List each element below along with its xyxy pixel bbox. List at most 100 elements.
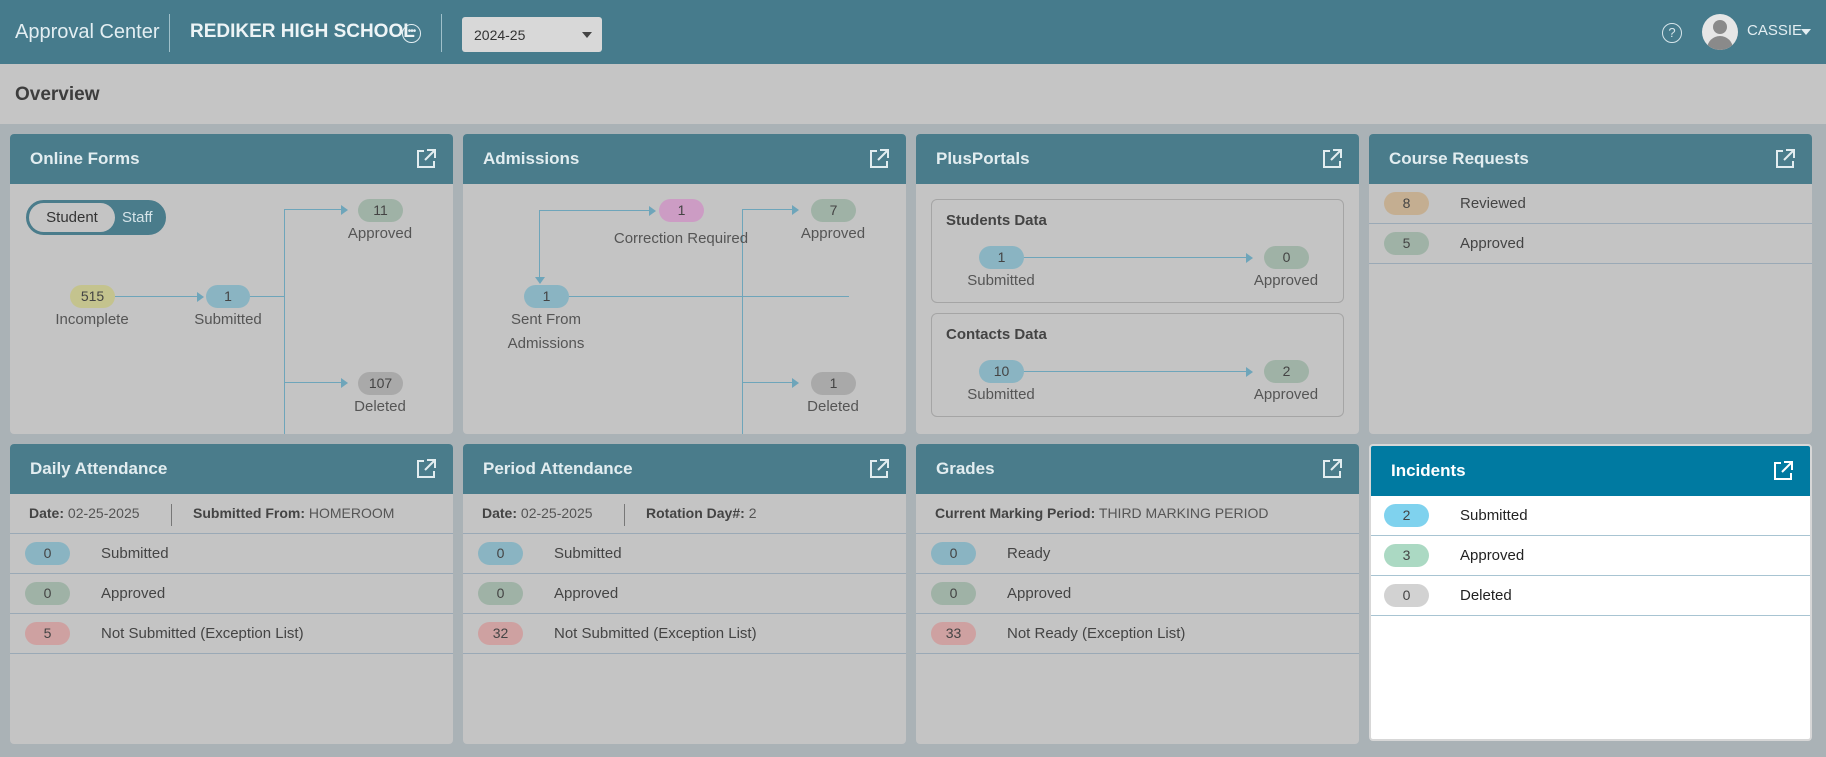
not-ready-count: 33 bbox=[931, 622, 976, 645]
user-avatar-icon[interactable] bbox=[1702, 14, 1738, 50]
external-link-icon[interactable] bbox=[1321, 148, 1343, 170]
arrow-icon bbox=[792, 378, 799, 388]
date-label: Date: bbox=[29, 505, 65, 521]
arrow-icon bbox=[197, 292, 204, 302]
approved-count: 0 bbox=[931, 582, 976, 605]
period-attendance-card: Period Attendance Date: 02-25-2025 Rotat… bbox=[463, 444, 906, 744]
list-item[interactable]: 2 Submitted bbox=[1371, 496, 1810, 536]
user-name[interactable]: CASSIE bbox=[1747, 22, 1803, 39]
contacts-approved-count[interactable]: 2 bbox=[1264, 360, 1309, 383]
card-header: Grades bbox=[916, 444, 1359, 494]
contacts-submitted-label: Submitted bbox=[967, 386, 1035, 403]
school-year-value: 2024-25 bbox=[474, 27, 526, 43]
list-item[interactable]: 3 Approved bbox=[1371, 536, 1810, 576]
correction-required-label: Correction Required bbox=[613, 230, 749, 247]
external-link-icon[interactable] bbox=[868, 148, 890, 170]
app-title[interactable]: Approval Center bbox=[15, 21, 160, 43]
help-circle-icon[interactable]: ? bbox=[1662, 23, 1682, 43]
contacts-submitted-count[interactable]: 10 bbox=[979, 360, 1024, 383]
arrow-icon bbox=[649, 206, 656, 216]
admissions-label: Admissions bbox=[507, 335, 585, 352]
approved-count: 3 bbox=[1384, 544, 1429, 567]
arrow-icon bbox=[1246, 367, 1253, 377]
card-title: PlusPortals bbox=[936, 149, 1030, 168]
flow-line bbox=[539, 210, 649, 211]
list-item[interactable]: 0 Submitted bbox=[463, 534, 906, 574]
contacts-data-box: Contacts Data 10 Submitted 2 Approved bbox=[931, 313, 1344, 417]
submitted-label: Submitted bbox=[1460, 507, 1528, 524]
external-link-icon[interactable] bbox=[1321, 458, 1343, 480]
overview-bar: Overview bbox=[0, 64, 1826, 124]
attendance-info-bar: Date: 02-25-2025 Submitted From: HOMEROO… bbox=[10, 494, 453, 534]
external-link-icon[interactable] bbox=[1772, 460, 1794, 482]
user-menu-chevron-icon[interactable] bbox=[1801, 29, 1811, 35]
deleted-label: Deleted bbox=[807, 398, 859, 415]
arrow-icon bbox=[341, 378, 348, 388]
divider bbox=[624, 504, 625, 526]
online-forms-card: Online Forms Student Staff 515 Incomplet… bbox=[10, 134, 453, 434]
ellipsis-circle-icon[interactable]: ••• bbox=[402, 24, 421, 43]
reviewed-label: Reviewed bbox=[1460, 195, 1526, 212]
card-title: Daily Attendance bbox=[30, 459, 168, 478]
list-item[interactable]: 5 Approved bbox=[1369, 224, 1812, 264]
external-link-icon[interactable] bbox=[1774, 148, 1796, 170]
not-ready-label: Not Ready (Exception List) bbox=[1007, 625, 1186, 642]
students-submitted-count[interactable]: 1 bbox=[979, 246, 1024, 269]
flow-line bbox=[742, 382, 792, 383]
list-item[interactable]: 0 Approved bbox=[463, 574, 906, 614]
deleted-count[interactable]: 107 bbox=[358, 372, 403, 395]
approved-label: Approved bbox=[1460, 547, 1525, 564]
students-data-box: Students Data 1 Submitted 0 Approved bbox=[931, 199, 1344, 303]
reviewed-count: 8 bbox=[1384, 192, 1429, 215]
not-submitted-count: 5 bbox=[25, 622, 70, 645]
submitted-count: 0 bbox=[478, 542, 523, 565]
student-staff-toggle[interactable]: Student Staff bbox=[26, 200, 166, 235]
approved-count[interactable]: 11 bbox=[358, 199, 403, 222]
list-item[interactable]: 0 Approved bbox=[10, 574, 453, 614]
approved-label: Approved bbox=[347, 225, 413, 242]
list-item[interactable]: 0 Approved bbox=[916, 574, 1359, 614]
toggle-staff[interactable]: Staff bbox=[122, 209, 153, 226]
card-title: Online Forms bbox=[30, 149, 140, 168]
approved-count[interactable]: 7 bbox=[811, 199, 856, 222]
students-data-title: Students Data bbox=[946, 212, 1047, 229]
students-approved-count[interactable]: 0 bbox=[1264, 246, 1309, 269]
incomplete-count[interactable]: 515 bbox=[70, 285, 115, 308]
flow-line bbox=[284, 209, 285, 434]
grades-info-bar: Current Marking Period: THIRD MARKING PE… bbox=[916, 494, 1359, 534]
list-item[interactable]: 32 Not Submitted (Exception List) bbox=[463, 614, 906, 654]
submitted-count[interactable]: 1 bbox=[206, 285, 250, 308]
external-link-icon[interactable] bbox=[868, 458, 890, 480]
list-item[interactable]: 5 Not Submitted (Exception List) bbox=[10, 614, 453, 654]
deleted-label: Deleted bbox=[1460, 587, 1512, 604]
list-item[interactable]: 0 Ready bbox=[916, 534, 1359, 574]
rotation-day-value: 2 bbox=[748, 505, 757, 521]
toggle-student[interactable]: Student bbox=[29, 203, 115, 232]
correction-required-count[interactable]: 1 bbox=[659, 199, 704, 222]
external-link-icon[interactable] bbox=[415, 148, 437, 170]
rotation-day-label: Rotation Day#: bbox=[646, 505, 745, 521]
list-item[interactable]: 8 Reviewed bbox=[1369, 184, 1812, 224]
not-submitted-label: Not Submitted (Exception List) bbox=[101, 625, 304, 642]
card-title: Admissions bbox=[483, 149, 580, 168]
sent-from-admissions-count[interactable]: 1 bbox=[524, 285, 569, 308]
grades-card: Grades Current Marking Period: THIRD MAR… bbox=[916, 444, 1359, 744]
school-year-select[interactable]: 2024-25 bbox=[462, 17, 602, 52]
deleted-count[interactable]: 1 bbox=[811, 372, 856, 395]
marking-period-label: Current Marking Period: bbox=[935, 505, 1096, 521]
divider bbox=[169, 14, 170, 52]
students-approved-label: Approved bbox=[1253, 272, 1319, 289]
card-title: Period Attendance bbox=[483, 459, 633, 478]
submitted-count: 2 bbox=[1384, 504, 1429, 527]
external-link-icon[interactable] bbox=[415, 458, 437, 480]
approved-label: Approved bbox=[1007, 585, 1072, 602]
submitted-from-label: Submitted From: bbox=[193, 505, 305, 521]
list-item[interactable]: 33 Not Ready (Exception List) bbox=[916, 614, 1359, 654]
arrow-icon bbox=[535, 277, 545, 284]
flow-line bbox=[250, 296, 284, 297]
approved-count: 0 bbox=[478, 582, 523, 605]
list-item[interactable]: 0 Deleted bbox=[1371, 576, 1810, 616]
list-item[interactable]: 0 Submitted bbox=[10, 534, 453, 574]
approved-count: 5 bbox=[1384, 232, 1429, 255]
card-title: Incidents bbox=[1391, 461, 1466, 480]
